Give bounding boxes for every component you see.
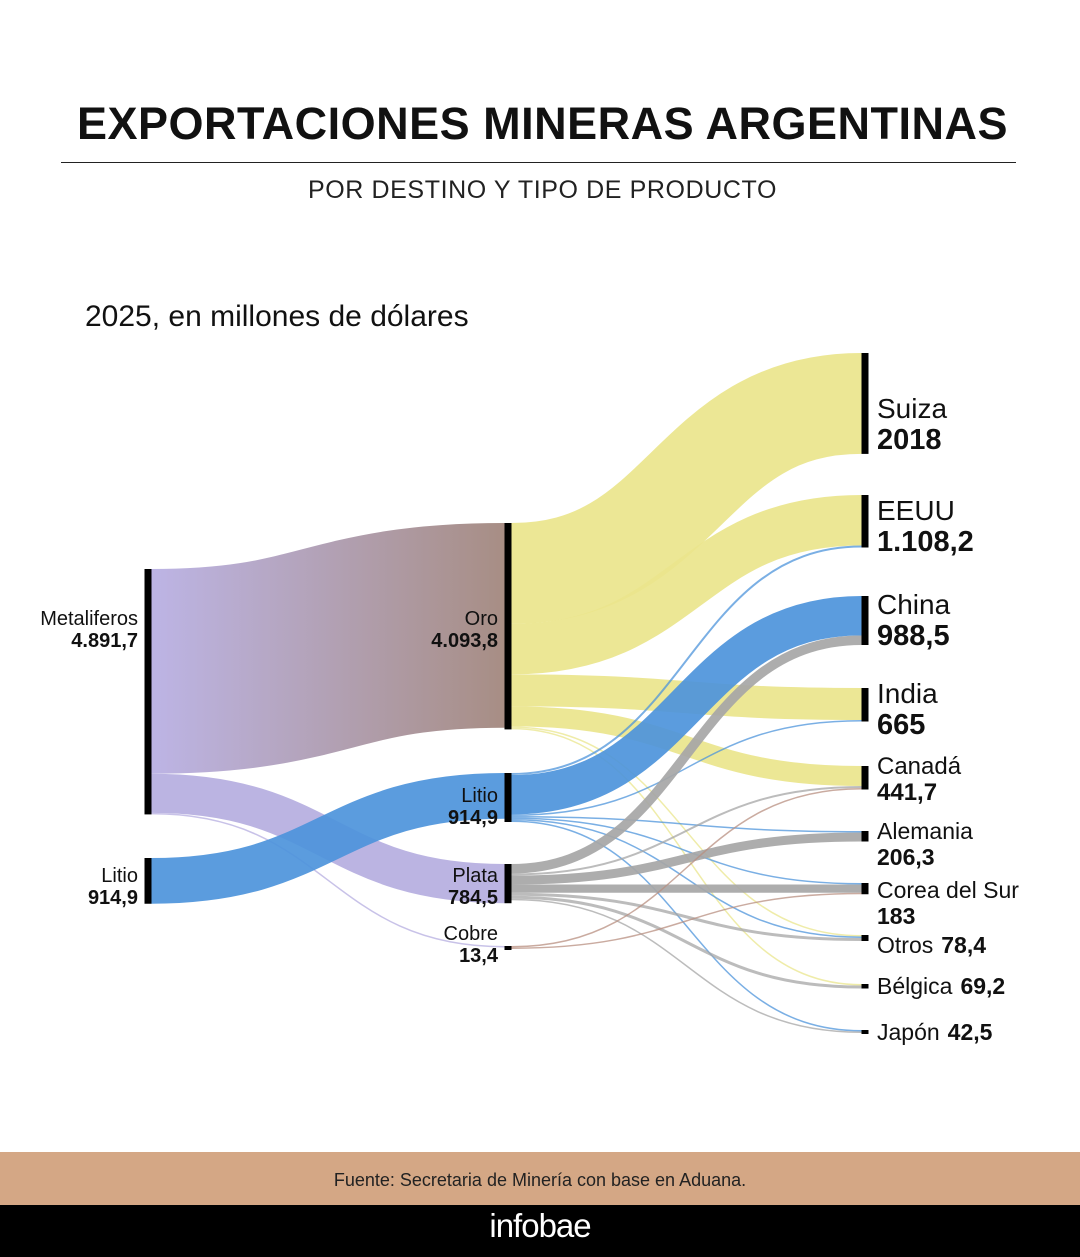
node-label-japon: Japón 42,5 xyxy=(877,1019,993,1045)
node-label-plata: Plata 784,5 xyxy=(448,865,499,909)
link-litio_src-litio xyxy=(151,772,505,904)
node-label-suiza: Suiza 2018 xyxy=(877,393,947,456)
node-bar-japon xyxy=(861,1030,869,1034)
node-name-plata: Plata xyxy=(452,865,498,887)
node-label-litio_src: Litio 914,9 xyxy=(88,865,138,909)
node-label-canada: Canadá 441,7 xyxy=(877,753,962,806)
footer-bar xyxy=(0,1152,1080,1205)
node-value-otros: 78,4 xyxy=(941,932,986,958)
node-name-belgica: Bélgica xyxy=(877,973,953,999)
link-metaliferos-oro xyxy=(150,523,506,774)
node-value-japon: 42,5 xyxy=(948,1019,993,1045)
link-litio-otros xyxy=(511,819,862,938)
node-name-cobre: Cobre xyxy=(444,923,498,945)
link-oro-suiza xyxy=(509,353,864,624)
node-label-oro: Oro 4.093,8 xyxy=(431,608,498,652)
node-bar-india xyxy=(861,688,869,722)
node-bar-litio_src xyxy=(144,858,152,904)
node-label-litio: Litio 914,9 xyxy=(448,785,498,829)
chart-title: EXPORTACIONES MINERAS ARGENTINAS xyxy=(76,98,1009,149)
node-name-litio_src: Litio xyxy=(101,865,138,887)
unit-label: 2025, en millones de dólares xyxy=(85,300,469,333)
chart-subtitle: POR DESTINO Y TIPO DE PRODUCTO xyxy=(307,176,777,204)
title-divider xyxy=(61,162,1016,163)
node-bar-belgica xyxy=(861,984,869,989)
node-value-litio: 914,9 xyxy=(448,807,498,829)
link-cobre-corea xyxy=(511,892,862,949)
node-value-alemania: 206,3 xyxy=(877,844,935,870)
brand-logo: infobae xyxy=(489,1207,591,1244)
link-cobre-canada xyxy=(511,788,862,948)
node-name-canada: Canadá xyxy=(877,753,962,780)
link-plata-otros xyxy=(511,892,862,941)
node-name-litio: Litio xyxy=(461,785,498,807)
link-litio-china xyxy=(511,596,862,815)
link-oro-canada xyxy=(511,706,862,786)
node-label-metaliferos: Metaliferos 4.891,7 xyxy=(40,608,138,652)
link-plata-china xyxy=(511,635,862,874)
node-bar-metaliferos xyxy=(144,569,152,815)
link-litio-india xyxy=(511,720,862,816)
node-name-eeuu: EEUU xyxy=(877,495,955,526)
node-name-suiza: Suiza xyxy=(877,393,947,424)
node-name-metaliferos: Metaliferos xyxy=(40,608,138,630)
node-bar-oro xyxy=(504,523,512,730)
node-name-japon: Japón xyxy=(877,1019,940,1045)
node-bar-china xyxy=(861,596,869,645)
node-value-india: 665 xyxy=(877,709,925,741)
node-bar-alemania xyxy=(861,831,869,842)
link-plata-alemania xyxy=(511,832,862,885)
node-value-china: 988,5 xyxy=(877,620,950,652)
node-name-india: India xyxy=(877,678,938,709)
node-value-oro: 4.093,8 xyxy=(431,630,498,652)
node-name-oro: Oro xyxy=(465,608,498,630)
link-litio-japon xyxy=(511,820,862,1032)
link-oro-eeuu xyxy=(511,495,862,675)
node-value-eeuu: 1.108,2 xyxy=(877,526,974,558)
node-label-otros: Otros 78,4 xyxy=(877,932,986,958)
node-bar-suiza xyxy=(861,353,869,454)
node-value-plata: 784,5 xyxy=(448,887,498,909)
node-bar-corea xyxy=(861,883,869,895)
node-value-corea: 183 xyxy=(877,903,915,929)
node-label-china: China 988,5 xyxy=(877,589,951,652)
node-bar-plata xyxy=(504,864,512,904)
node-value-belgica: 69,2 xyxy=(960,973,1005,999)
node-label-alemania: Alemania 206,3 xyxy=(877,818,973,870)
node-label-corea: Corea del Sur 183 xyxy=(877,877,1019,929)
node-value-canada: 441,7 xyxy=(877,779,937,806)
node-value-suiza: 2018 xyxy=(877,424,942,456)
node-bar-canada xyxy=(861,766,869,790)
node-label-india: India 665 xyxy=(877,678,938,741)
node-value-litio_src: 914,9 xyxy=(88,887,138,909)
source-note: Fuente: Secretaria de Minería con base e… xyxy=(333,1170,747,1190)
node-label-cobre: Cobre 13,4 xyxy=(444,923,499,967)
link-litio-eeuu xyxy=(511,545,862,775)
node-name-alemania: Alemania xyxy=(877,818,973,844)
node-name-china: China xyxy=(877,589,951,620)
link-litio-alemania xyxy=(511,816,862,833)
node-label-eeuu: EEUU 1.108,2 xyxy=(877,495,974,558)
node-label-belgica: Bélgica 69,2 xyxy=(877,973,1005,999)
node-bar-cobre xyxy=(504,946,512,950)
node-value-cobre: 13,4 xyxy=(459,945,499,967)
link-plata-japon xyxy=(511,898,862,1033)
link-plata-canada xyxy=(511,786,862,876)
link-metaliferos-cobre xyxy=(151,812,505,948)
node-bar-eeuu xyxy=(861,495,869,548)
node-bar-otros xyxy=(861,935,869,941)
node-name-otros: Otros xyxy=(877,932,933,958)
node-name-corea: Corea del Sur xyxy=(877,877,1019,903)
brand-bar xyxy=(0,1205,1080,1257)
node-value-metaliferos: 4.891,7 xyxy=(71,630,138,652)
node-bar-litio xyxy=(504,773,512,822)
link-plata-belgica xyxy=(511,895,862,989)
link-litio-corea xyxy=(511,817,862,885)
